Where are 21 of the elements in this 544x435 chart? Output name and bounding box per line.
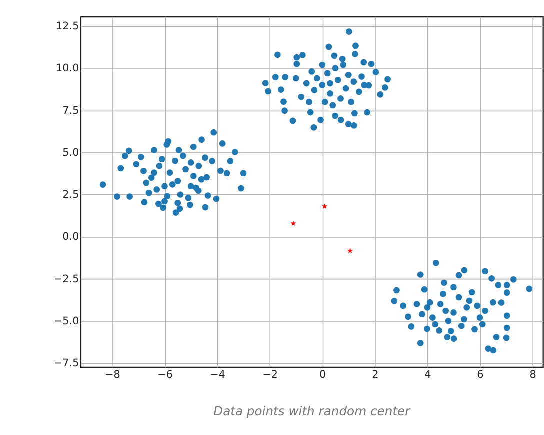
x-tick-label: 8 [530, 369, 536, 382]
x-tick-label: −4 [210, 369, 226, 382]
y-tick-label: −7.5 [54, 358, 80, 370]
point [347, 248, 354, 254]
y-tick-label: 0.0 [62, 231, 80, 244]
y-tick-label: 5.0 [62, 146, 80, 159]
y-tick-label: 7.5 [62, 104, 80, 117]
y-tick-label: 10.0 [56, 62, 80, 75]
x-tick-label: 0 [320, 369, 326, 382]
x-tick-label: 2 [372, 369, 379, 382]
point [322, 204, 328, 209]
x-tick-label: −8 [105, 369, 120, 382]
y-tick-label: 12.5 [56, 20, 80, 33]
x-tick-label: −2 [262, 369, 278, 382]
text: Data points with random center [214, 404, 412, 419]
x-tick-label: 6 [477, 369, 484, 382]
x-tick-label: −6 [158, 369, 173, 382]
y-tick-label: −2.5 [54, 273, 80, 286]
y-tick-label: −5.0 [54, 315, 80, 328]
y-tick-label: 2.5 [62, 189, 80, 202]
x-tick-label: 4 [424, 369, 432, 382]
